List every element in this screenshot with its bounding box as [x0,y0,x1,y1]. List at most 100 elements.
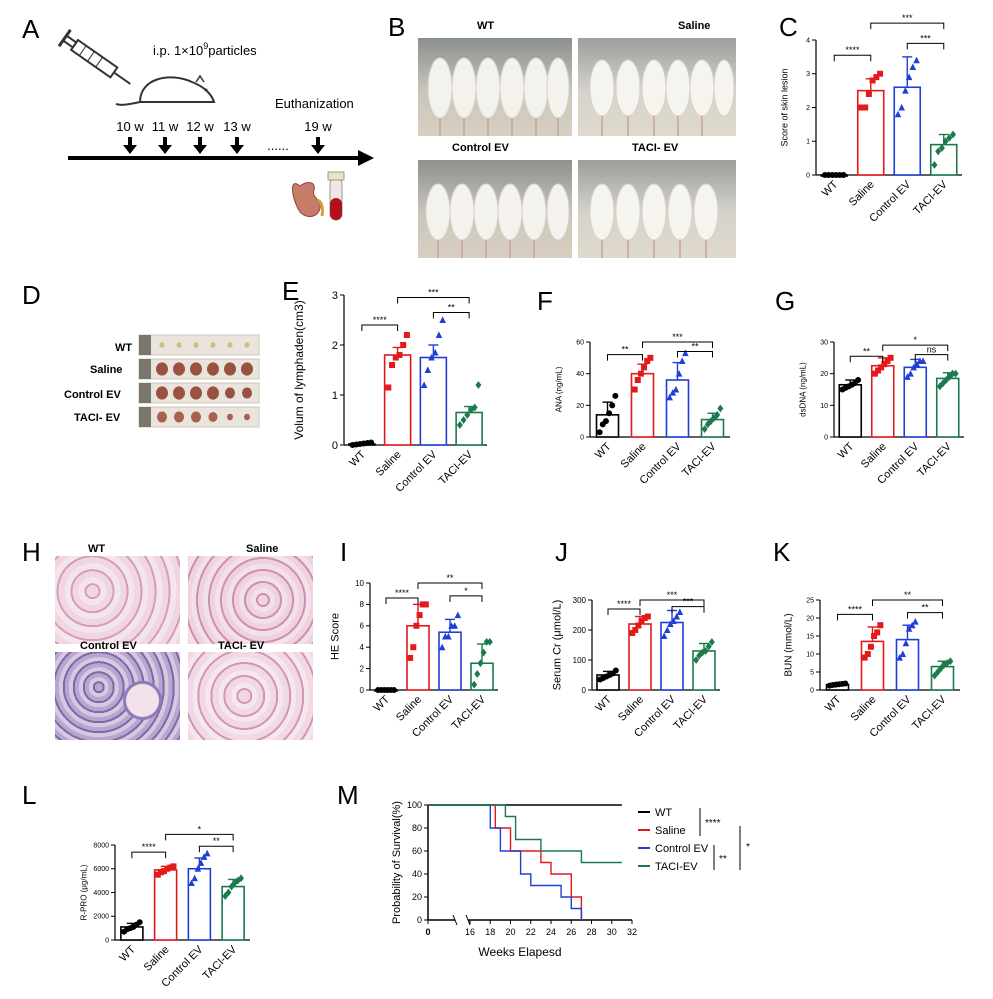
data-point [602,418,609,425]
panel-letter-i: I [340,537,348,567]
y-tick-label: 5 [810,669,814,676]
week-arrow-head [230,145,244,154]
y-axis-label: BUN (mmol/L) [784,613,795,676]
bar-saline [153,869,178,941]
data-point [907,370,914,377]
category-label: TACI-EV [437,448,476,487]
y-tick-label: 100 [407,800,422,810]
data-point [905,625,913,632]
ln-caption-wt: WT [115,342,133,354]
category-label: TACI-EV [450,693,489,732]
data-point [480,648,487,657]
significance-label: *** [683,597,694,607]
data-point [629,630,636,636]
y-tick-label: 80 [412,823,422,833]
data-point [943,376,950,384]
data-point [416,612,423,619]
panel-letter-a: A [22,14,40,44]
category-label: WT [593,440,614,461]
y-axis-label: Volum of lymphaden(cm3) [292,300,306,439]
data-point [641,615,648,621]
data-point [898,103,905,111]
y-tick-label: 10 [806,651,814,658]
panel-letter-f: F [537,286,553,316]
data-point [660,632,668,639]
data-point [161,868,168,875]
week-label: 11 w [152,119,179,134]
data-point [701,425,708,433]
data-point [483,637,490,646]
data-point [877,70,884,77]
data-point [912,618,919,625]
data-point [865,91,872,97]
legend-label: WT [655,807,672,819]
data-point [407,654,414,661]
photo-taci-ev-mice [578,160,736,258]
data-point [612,667,619,674]
data-point [867,643,874,650]
significance-label: ** [621,345,629,355]
week-arrow-head [158,145,172,154]
category-label: Saline [849,694,879,724]
bar-control-ev [187,867,212,941]
x-tick-label: 26 [566,927,576,937]
data-point [869,77,876,84]
bar-saline [383,354,412,446]
panel-letter-c: C [779,12,798,42]
data-point [194,865,202,872]
category-label: WT [594,693,615,714]
significance-label: ** [904,590,912,600]
y-tick-label: 0 [105,937,109,944]
significance-bracket [417,582,483,589]
significance-bracket [397,297,470,304]
data-point [170,863,177,870]
timeline-arrowhead [358,150,374,166]
ln-caption-taci-ev: TACI- EV [74,412,121,424]
kidney-icon [292,182,324,217]
category-label: Saline [142,944,172,974]
photo-caption-taci-ev: TACI- EV [632,142,679,154]
significance-bracket [639,599,705,606]
significance-label: ** [446,573,454,583]
data-point [881,361,888,368]
significance-bracket [837,613,873,621]
data-point [385,384,392,391]
y-tick-label: 40 [412,869,422,879]
data-point [663,626,671,633]
data-point [887,354,894,361]
data-point [909,63,917,70]
data-point [167,864,174,871]
significance-label: ** [921,603,929,613]
photo-wt-mice [418,38,572,136]
bar-wt [838,383,863,438]
y-tick-label: 4 [360,643,365,652]
data-point [609,402,616,409]
category-label: WT [347,448,368,469]
euthanization-label: Euthanization [275,96,354,111]
data-point [428,353,435,361]
data-point [873,74,880,81]
significance-label: ** [213,836,221,846]
week-label: 10 w [116,119,144,134]
data-point [197,859,205,866]
x-tick-label: 16 [465,927,475,937]
data-point [705,642,712,651]
y-axis-label: HE Score [329,613,341,660]
category-label: Saline [859,441,889,471]
legend-label: Control EV [655,843,709,855]
y-tick-label: 0 [824,434,828,441]
significance-label: * [746,842,750,853]
x-tick-label: 28 [586,927,596,937]
axis-break [452,914,458,926]
significance-label: *** [667,590,678,600]
data-point [471,680,478,689]
significance-label: ns [927,345,937,355]
data-point [864,651,871,657]
panel-letter-d: D [22,280,41,310]
y-tick-label: 1 [332,390,338,402]
data-point [871,370,878,377]
data-point [896,654,903,661]
y-tick-label: 4000 [93,890,109,897]
significance-bracket [849,355,884,363]
